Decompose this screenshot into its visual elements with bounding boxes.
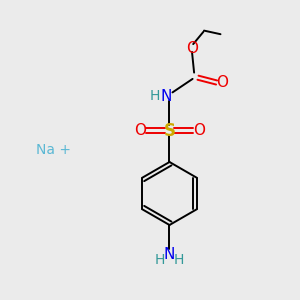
Text: H: H (173, 253, 184, 267)
Text: O: O (193, 123, 205, 138)
Text: O: O (186, 40, 198, 56)
Text: N: N (164, 247, 175, 262)
Text: H: H (150, 89, 160, 103)
Text: O: O (134, 123, 146, 138)
Text: S: S (164, 122, 175, 140)
Text: O: O (216, 75, 228, 90)
Text: Na +: Na + (37, 143, 71, 157)
Text: N: N (160, 88, 172, 104)
Text: H: H (155, 253, 165, 267)
